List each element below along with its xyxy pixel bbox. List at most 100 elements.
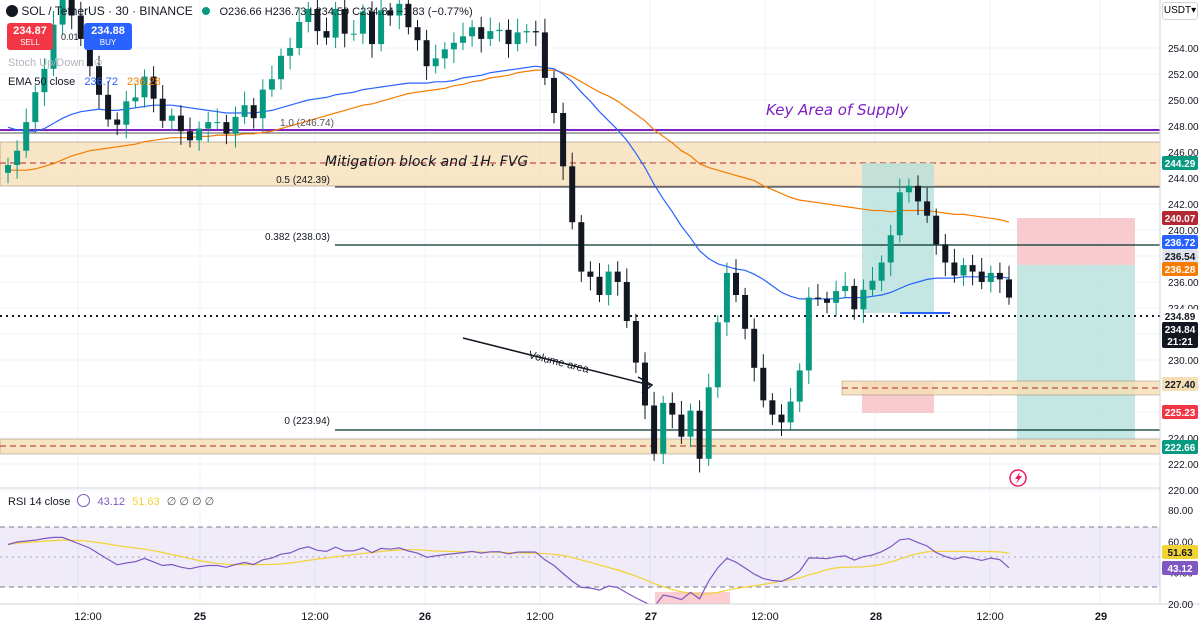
- time-axis[interactable]: [0, 604, 1200, 626]
- candle-body: [369, 11, 375, 45]
- chevron-down-icon: ▾: [1191, 5, 1197, 16]
- rsi-tag-label: 43.12: [1167, 564, 1192, 575]
- fib-0382-label: 0.382 (238.03): [265, 232, 330, 243]
- volume-arrow: [462, 337, 651, 386]
- candle-body: [441, 49, 448, 59]
- y-tick-label: 252.00: [1168, 70, 1199, 81]
- candle-body: [933, 215, 940, 245]
- ema-legend[interactable]: EMA 50 close 236.72 236.28: [8, 76, 161, 88]
- candle-body: [915, 185, 921, 202]
- price-tag-label: 225.23: [1165, 408, 1196, 419]
- ema-fast-line: [7, 65, 1010, 300]
- candle-body: [196, 128, 203, 141]
- price-tag: [1162, 249, 1198, 263]
- price-tag-label: 236.72: [1165, 238, 1196, 249]
- candle-body: [214, 122, 221, 124]
- fib-1-label: 1.0 (246.74): [280, 118, 334, 129]
- buy-button[interactable]: 234.88 BUY: [84, 23, 132, 50]
- candle-body: [68, 0, 75, 16]
- candle-body: [177, 115, 184, 132]
- candle-body: [478, 27, 485, 39]
- candle-body: [560, 113, 567, 167]
- symbol-header[interactable]: SOL / TetherUS · 30 · BINANCE O236.66 H2…: [6, 4, 473, 18]
- eye-hidden-icon[interactable]: ⊘: [93, 57, 103, 69]
- y-tick-label: 230.00: [1168, 356, 1199, 367]
- price-tag: [1162, 262, 1198, 276]
- y-tick-label: 248.00: [1168, 122, 1199, 133]
- y-tick-label: 250.00: [1168, 96, 1199, 107]
- candle-body: [969, 265, 976, 272]
- candle-body: [496, 29, 503, 32]
- price-tag: [1162, 156, 1198, 170]
- candle-body: [578, 222, 585, 272]
- lightning-bolt-glyph: [1015, 472, 1022, 484]
- currency-selector[interactable]: USDT▾: [1162, 2, 1198, 20]
- ohlc-values: O236.66 H236.73 L234.50 C234.84 −1.83 (−…: [219, 6, 473, 18]
- candle-body: [714, 322, 721, 388]
- candle-series: [5, 0, 1012, 473]
- mitigation-annotation: Mitigation block and 1H. FVG: [325, 154, 528, 170]
- candle-body: [259, 89, 266, 119]
- price-tag: [1162, 322, 1198, 336]
- candle-body: [605, 271, 612, 295]
- candle-body: [159, 98, 166, 121]
- candle-body: [824, 298, 830, 303]
- candle-body: [669, 402, 676, 415]
- candle-body: [123, 101, 130, 125]
- candle-body: [450, 42, 457, 50]
- price-tag-label: 227.40: [1165, 380, 1196, 391]
- price-axis[interactable]: [1160, 0, 1200, 604]
- candle-body: [268, 79, 275, 90]
- stoch-indicator-label[interactable]: Stoch Up/Down ⊘: [8, 56, 103, 69]
- candle-body: [705, 387, 712, 459]
- x-tick-label: 29: [1095, 611, 1107, 623]
- symbol-icon: [6, 5, 18, 17]
- candle-body: [760, 367, 767, 401]
- candle-body: [205, 122, 212, 129]
- rsi-tag-label: 51.63: [1167, 548, 1192, 559]
- sell-label: SELL: [20, 38, 40, 47]
- candle-body: [414, 27, 421, 41]
- candle-body: [851, 285, 858, 310]
- candle-body: [332, 9, 339, 38]
- candle-body: [987, 272, 994, 282]
- price-tag-label: 244.29: [1165, 159, 1196, 170]
- x-tick-label: 28: [870, 611, 882, 623]
- candle-body: [723, 272, 730, 323]
- price-tag-label: 234.84: [1165, 325, 1196, 336]
- candle-body: [978, 271, 985, 282]
- candle-body: [359, 11, 366, 34]
- candle-body: [460, 36, 466, 43]
- price-tag: [1162, 405, 1198, 419]
- candle-body: [5, 165, 11, 173]
- y-tick-label: 254.00: [1168, 44, 1199, 55]
- y-tick-label: 236.00: [1168, 278, 1199, 289]
- candle-body: [905, 185, 912, 193]
- candle-body: [50, 24, 57, 69]
- candle-body: [778, 414, 785, 423]
- buy-label: BUY: [99, 38, 117, 47]
- candle-body: [232, 116, 239, 134]
- rsi-tag: [1162, 561, 1198, 575]
- candle-body: [341, 9, 348, 34]
- price-tag: [1162, 377, 1198, 391]
- x-tick-label: 12:00: [526, 611, 554, 623]
- rsi-legend[interactable]: RSI 14 close 43.12 51.63 ∅ ∅ ∅ ∅: [8, 494, 214, 508]
- rsi-tag: [1162, 545, 1198, 559]
- x-tick-label: 25: [194, 611, 206, 623]
- candle-body: [77, 15, 84, 39]
- price-tag: [1162, 334, 1198, 348]
- candle-body: [814, 297, 821, 299]
- rsi-oversold-fill: [655, 592, 730, 604]
- candle-body: [287, 48, 294, 56]
- symbol-title: SOL / TetherUS · 30 · BINANCE: [21, 4, 193, 18]
- candle-body: [41, 68, 48, 93]
- y-tick-label: 244.00: [1168, 174, 1199, 185]
- candle-body: [514, 32, 521, 45]
- y-tick-label: 246.00: [1168, 148, 1199, 159]
- settings-icon[interactable]: [77, 494, 91, 507]
- x-tick-label: 12:00: [74, 611, 102, 623]
- sell-button[interactable]: 234.87 SELL: [7, 23, 53, 50]
